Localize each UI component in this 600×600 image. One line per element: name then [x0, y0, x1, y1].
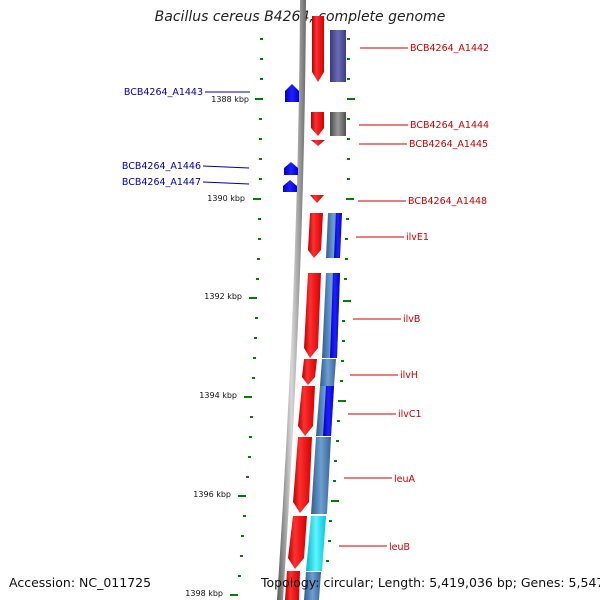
function-bar-a1444: [330, 112, 346, 136]
accession-text: Accession: NC_011725: [9, 575, 152, 590]
gene-label-leub[interactable]: leuB: [389, 542, 410, 553]
gene-label-a1442[interactable]: BCB4264_A1442: [410, 43, 489, 54]
scale-ticks-left: [230, 38, 263, 596]
function-bar-leub: [306, 516, 326, 571]
gene-label-a1447[interactable]: BCB4264_A1447: [122, 177, 201, 188]
gene-arrow-a1446[interactable]: [284, 162, 298, 175]
gene-label-ilve1[interactable]: ilvE1: [406, 232, 429, 243]
forward-genes: [285, 16, 325, 600]
genome-backbone: [277, 0, 306, 600]
function-bar-leua: [311, 437, 331, 514]
gene-arrow-ilvb[interactable]: [304, 273, 321, 358]
function-bar-ilvh: [320, 359, 336, 386]
gene-label-a1445[interactable]: BCB4264_A1445: [409, 139, 488, 150]
gene-label-a1444[interactable]: BCB4264_A1444: [410, 120, 489, 131]
gene-arrow-partial[interactable]: [285, 571, 300, 600]
gene-label-ilvb[interactable]: ilvB: [403, 314, 420, 325]
gene-label-a1446[interactable]: BCB4264_A1446: [122, 161, 201, 172]
gene-arrow-leua[interactable]: [293, 437, 312, 513]
label-leaders: [202, 47, 408, 547]
gene-label-a1448[interactable]: BCB4264_A1448: [408, 196, 487, 207]
scale-label-1388: 1388 kbp: [211, 95, 249, 104]
scale-label-1396: 1396 kbp: [193, 490, 231, 499]
function-bar-a1442: [330, 30, 346, 82]
gene-label-ilvc1[interactable]: ilvC1: [398, 409, 422, 420]
scale-label-1394: 1394 kbp: [199, 391, 237, 400]
scale-ticks-right: [326, 38, 355, 562]
gene-arrow-a1443[interactable]: [285, 84, 299, 102]
scale-label-1390: 1390 kbp: [207, 194, 245, 203]
function-strip-ilvb: [330, 273, 340, 358]
function-strip-ilvc1: [323, 386, 334, 436]
gene-arrow-a1445[interactable]: [311, 140, 325, 146]
gene-label-leua[interactable]: leuA: [394, 474, 416, 485]
gene-label-a1443[interactable]: BCB4264_A1443: [124, 87, 203, 98]
gene-arrow-a1444[interactable]: [311, 112, 324, 136]
gene-arrow-a1442[interactable]: [312, 16, 324, 82]
scale-label-1392: 1392 kbp: [204, 292, 242, 301]
topology-text: Topology: circular; Length: 5,419,036 bp…: [261, 575, 600, 590]
scale-label-1398: 1398 kbp: [185, 589, 223, 598]
gene-arrow-ilvh[interactable]: [302, 359, 317, 385]
gene-arrow-ilve1[interactable]: [308, 213, 323, 258]
gene-arrow-a1448[interactable]: [310, 195, 324, 203]
gene-arrow-leub[interactable]: [288, 516, 307, 569]
function-bar-partial: [304, 572, 321, 600]
gene-label-ilvh[interactable]: ilvH: [400, 370, 418, 381]
function-strip-ilve1: [334, 213, 342, 258]
reverse-genes: [283, 84, 299, 192]
gene-arrow-ilvc1[interactable]: [298, 386, 315, 436]
function-bars: [304, 30, 346, 600]
gene-arrow-a1447[interactable]: [283, 180, 297, 192]
